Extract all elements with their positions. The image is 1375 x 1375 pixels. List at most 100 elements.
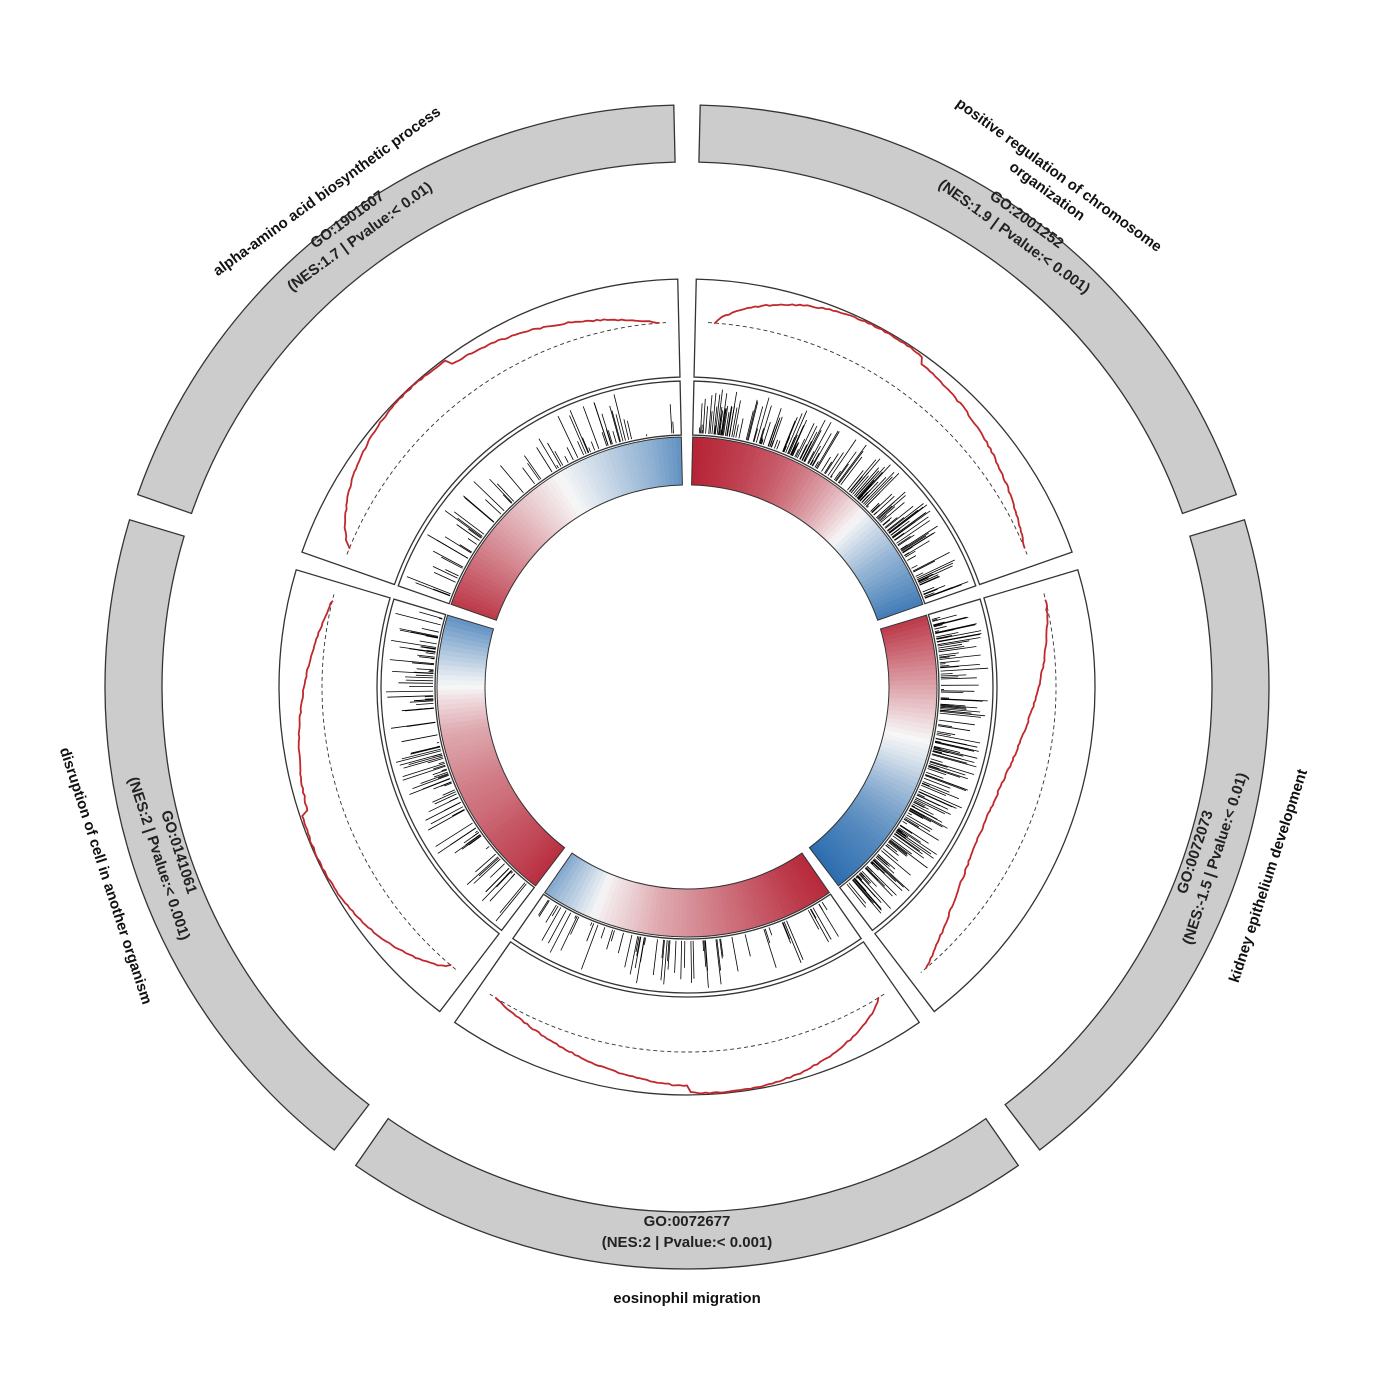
- hit-tick: [489, 873, 516, 902]
- hit-tick: [907, 812, 912, 816]
- hit-tick: [536, 447, 553, 473]
- hit-tick: [392, 671, 434, 674]
- heatmap-cell: [592, 874, 616, 921]
- heatmap-cell: [880, 741, 928, 761]
- heatmap-cell: [878, 745, 927, 765]
- hit-tick: [440, 781, 452, 787]
- heatmap-cell: [868, 576, 914, 602]
- hit-tick: [932, 751, 975, 763]
- heatmap-cell: [735, 444, 754, 493]
- hit-tick: [855, 876, 858, 879]
- heatmap-cell: [485, 806, 528, 840]
- heatmap-cell: [888, 684, 938, 691]
- hit-tick: [432, 791, 456, 803]
- heatmap-cell: [858, 790, 902, 820]
- heatmap-cell: [871, 585, 918, 610]
- hit-tick: [932, 750, 943, 754]
- hit-tick: [434, 793, 457, 805]
- hit-tick: [858, 873, 891, 909]
- heatmap-cell: [827, 828, 865, 867]
- hit-tick: [860, 872, 865, 877]
- heatmap-cell: [827, 507, 866, 546]
- heatmap-cell: [502, 514, 542, 551]
- hit-tick: [758, 428, 765, 444]
- hit-tick: [795, 438, 806, 458]
- heatmap-cell: [578, 869, 604, 915]
- heatmap-cell: [437, 684, 486, 690]
- hit-tick: [547, 910, 567, 944]
- hit-tick: [416, 699, 434, 701]
- heatmap-cell: [661, 887, 671, 937]
- sector-3-enrichment-score-line: [494, 996, 880, 1095]
- heatmap-cell: [851, 541, 894, 574]
- hit-tick: [425, 635, 438, 639]
- heatmap-cell: [833, 514, 872, 552]
- heatmap-cell: [880, 615, 929, 634]
- hit-tick: [919, 575, 939, 586]
- hit-tick: [720, 393, 728, 436]
- hit-tick: [590, 441, 596, 451]
- heatmap-cell: [588, 455, 612, 502]
- heatmap-cell: [447, 745, 495, 765]
- heatmap-cell: [636, 441, 651, 490]
- heatmap-cell: [747, 448, 768, 496]
- sector-1-hit-ticks: [698, 389, 969, 599]
- hit-tick: [549, 912, 572, 953]
- sector-4-enrichment-score-line: [297, 600, 452, 968]
- hit-tick: [863, 472, 895, 505]
- hit-tick: [770, 440, 774, 448]
- hit-tick: [877, 854, 889, 865]
- hit-tick: [923, 777, 951, 789]
- heatmap-cell: [480, 541, 523, 574]
- hit-tick: [892, 521, 916, 539]
- hit-tick: [904, 540, 930, 557]
- heatmap-cell: [841, 525, 882, 561]
- heatmap-cell: [888, 693, 937, 701]
- hit-tick: [809, 908, 829, 943]
- hit-tick: [864, 476, 893, 506]
- hit-tick: [896, 829, 907, 837]
- hit-tick: [420, 773, 449, 784]
- sector-3-nes-stats: (NES:2 | Pvalue:< 0.001): [602, 1234, 773, 1251]
- heatmap-cell: [888, 697, 937, 706]
- heatmap-cell: [443, 733, 492, 750]
- hit-tick: [738, 418, 744, 439]
- hit-tick: [939, 654, 956, 658]
- hit-tick: [733, 400, 741, 438]
- hit-tick: [569, 410, 589, 454]
- hit-tick: [747, 401, 759, 441]
- heatmap-cell: [458, 580, 505, 606]
- hit-tick: [922, 781, 950, 793]
- hit-tick: [522, 467, 535, 485]
- hit-tick: [940, 705, 967, 709]
- heatmap-cell: [746, 878, 767, 926]
- hit-tick: [674, 940, 677, 973]
- hit-tick: [716, 389, 723, 435]
- hit-tick: [936, 640, 943, 642]
- hit-tick: [468, 528, 482, 539]
- hit-tick: [870, 502, 880, 512]
- hit-tick: [933, 745, 961, 753]
- hit-tick: [406, 722, 436, 727]
- hit-tick: [390, 721, 436, 729]
- heatmap-cell: [784, 861, 813, 907]
- sector-2-rank-heatmap: [809, 615, 938, 886]
- hit-tick: [888, 509, 919, 533]
- heatmap-cell: [454, 589, 501, 613]
- heatmap-cell: [661, 437, 671, 487]
- heatmap-cell: [774, 461, 801, 507]
- heatmap-cell: [486, 533, 528, 567]
- hit-tick: [524, 455, 542, 480]
- hit-tick: [801, 442, 812, 461]
- sector-1-enrichment-score-line: [713, 303, 1026, 549]
- hit-tick: [912, 803, 934, 816]
- hit-tick: [410, 631, 438, 638]
- heatmap-cell: [482, 803, 525, 836]
- hit-tick: [807, 910, 820, 930]
- heatmap-cell: [719, 440, 734, 489]
- hit-tick: [859, 492, 868, 501]
- hit-tick: [709, 411, 713, 435]
- hit-tick: [502, 494, 512, 504]
- hit-tick: [888, 840, 908, 856]
- hit-tick: [821, 901, 828, 911]
